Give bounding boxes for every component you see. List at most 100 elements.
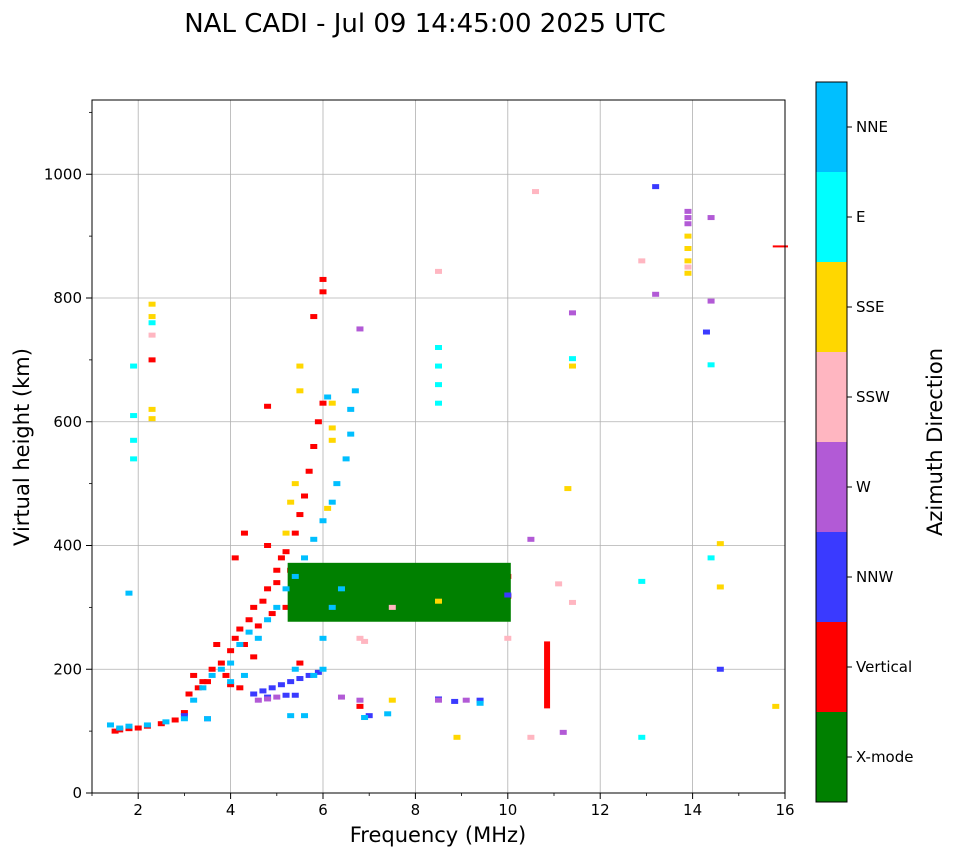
data-point (254, 635, 262, 641)
data-point (268, 611, 276, 617)
data-point (236, 685, 244, 691)
data-point (504, 592, 512, 598)
data-point (287, 679, 295, 685)
data-point (684, 246, 692, 251)
data-point (116, 725, 124, 731)
x-tick-label: 2 (133, 801, 143, 819)
y-axis-label: Virtual height (km) (10, 348, 34, 546)
colorbar-segment (816, 352, 847, 442)
colorbar-label: W (856, 478, 871, 496)
data-point (319, 276, 327, 282)
colorbar-label: X-mode (856, 748, 913, 766)
data-point (287, 713, 295, 719)
data-point (199, 685, 207, 691)
chart-title: NAL CADI - Jul 09 14:45:00 2025 UTC (184, 9, 666, 39)
data-point (652, 291, 660, 297)
data-point (305, 672, 313, 678)
data-point (259, 598, 267, 604)
data-point (356, 326, 364, 332)
data-point (328, 437, 336, 443)
data-point (240, 530, 248, 536)
data-point (310, 314, 318, 320)
data-point (259, 688, 267, 694)
data-point (199, 679, 207, 685)
data-point (291, 666, 299, 672)
data-point (264, 543, 272, 548)
data-point (291, 530, 299, 536)
data-point (240, 672, 248, 678)
data-point (361, 715, 369, 721)
data-point (227, 648, 235, 654)
data-point (527, 734, 535, 740)
data-point (568, 363, 576, 369)
data-point (333, 481, 341, 487)
data-point (157, 721, 165, 727)
data-point (162, 719, 170, 725)
data-point (324, 505, 332, 511)
data-point (462, 697, 470, 703)
y-tick-label: 1000 (44, 165, 82, 183)
data-point (291, 481, 299, 487)
data-point (504, 635, 512, 641)
data-point (319, 666, 327, 672)
data-point (296, 660, 304, 666)
colorbar-frame (815, 81, 848, 803)
data-point (435, 345, 442, 350)
data-point (250, 691, 258, 697)
data-point (273, 694, 281, 700)
data-point (564, 486, 572, 492)
data-point (555, 581, 563, 587)
data-point (208, 672, 216, 678)
data-point (217, 666, 225, 672)
data-point (282, 604, 290, 610)
data-point (231, 635, 239, 641)
data-point (684, 270, 692, 276)
grid-lines (92, 100, 785, 793)
data-point (652, 184, 660, 190)
data-points (106, 184, 788, 740)
y-tick-label: 600 (53, 413, 82, 431)
data-point (347, 406, 355, 412)
data-point (319, 635, 327, 641)
data-point (227, 682, 235, 688)
colorbar-label: E (856, 208, 865, 226)
data-point (476, 700, 484, 706)
colorbar-label: SSE (856, 298, 885, 316)
data-point (236, 626, 244, 632)
data-point (707, 298, 715, 304)
data-point (222, 672, 230, 678)
data-point (684, 233, 692, 239)
data-point (148, 406, 156, 412)
data-point (264, 586, 272, 592)
y-tick-label: 400 (53, 537, 82, 555)
data-point (384, 711, 392, 717)
data-point (772, 703, 780, 709)
data-point (684, 264, 692, 270)
data-point (277, 555, 285, 561)
data-point (301, 493, 309, 499)
data-point (388, 604, 396, 610)
plot-frame (91, 99, 786, 794)
x-axis-label: Frequency (MHz) (350, 823, 526, 847)
data-point (684, 215, 692, 221)
data-point (451, 698, 459, 704)
data-point (291, 573, 299, 579)
data-point (171, 717, 179, 723)
data-point (435, 400, 442, 406)
x-tick-label: 14 (683, 801, 702, 819)
data-point (130, 363, 138, 369)
data-point (273, 567, 281, 573)
data-point (296, 676, 304, 682)
axis-ticks: 2 4 6 8 10 12 14 16 0 200 400 600 800 1000 (44, 111, 795, 819)
data-point (356, 703, 364, 709)
data-point (305, 468, 313, 474)
data-point (148, 332, 156, 338)
data-point (527, 536, 535, 542)
data-point (296, 363, 304, 369)
data-point (264, 617, 272, 623)
data-point (194, 685, 202, 691)
data-point (310, 536, 318, 542)
data-point (684, 258, 692, 264)
data-point (314, 669, 322, 675)
data-point (301, 555, 309, 561)
